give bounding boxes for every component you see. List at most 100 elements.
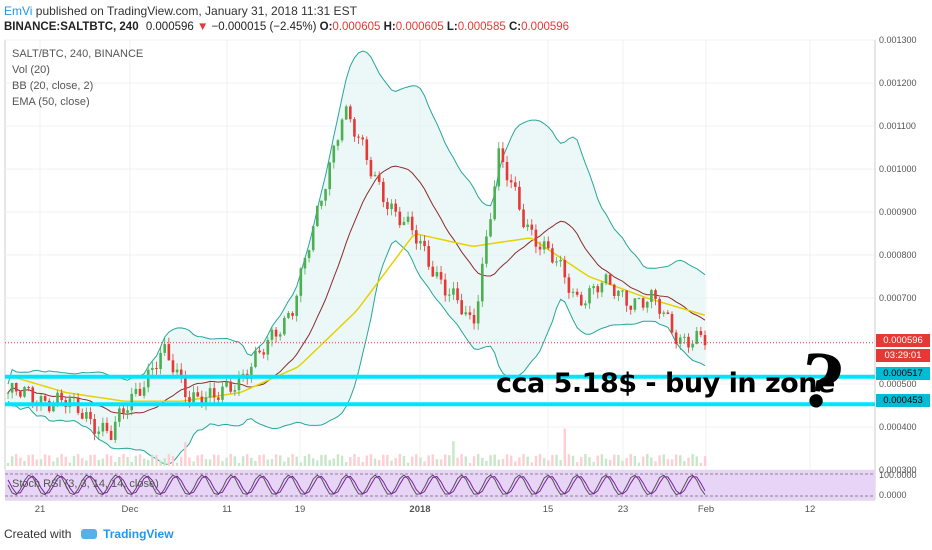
volume-bar	[390, 460, 393, 466]
candle-body	[645, 301, 649, 308]
volume-bar	[526, 456, 529, 466]
candle-body	[485, 236, 488, 264]
volume-bar	[155, 454, 158, 466]
candle-body	[163, 344, 167, 353]
candle-body	[625, 290, 628, 306]
candle-body	[278, 334, 282, 337]
candle-body	[340, 119, 344, 141]
volume-bar	[633, 456, 637, 466]
volume-bar	[402, 456, 406, 466]
volume-bar	[423, 461, 426, 466]
candle-body	[167, 344, 171, 361]
candle-body	[85, 411, 88, 419]
volume-bar	[571, 455, 575, 466]
candle-body	[691, 343, 694, 348]
volume-bar	[134, 455, 138, 466]
candle-body	[196, 392, 200, 397]
candle-body	[204, 397, 208, 406]
volume-bar	[608, 459, 612, 466]
candle-body	[109, 430, 113, 440]
candle-body	[212, 388, 216, 398]
candle-body	[394, 203, 397, 212]
volume-bar	[522, 454, 525, 466]
candle-body	[43, 396, 47, 401]
candle-body	[563, 259, 567, 278]
candle-body	[683, 336, 686, 338]
y-tick-label: 0.001100	[879, 121, 916, 131]
candle-body	[93, 418, 96, 434]
footer-brand[interactable]: TradingView	[103, 527, 174, 541]
candle-body	[151, 368, 154, 370]
candle-body	[608, 274, 612, 285]
candle-body	[427, 246, 430, 267]
volume-bar	[481, 457, 484, 466]
candle-body	[600, 282, 604, 293]
candle-body	[159, 352, 162, 369]
candle-body	[398, 211, 402, 226]
candle-body	[142, 387, 146, 396]
volume-bar	[291, 454, 294, 466]
candle-body	[344, 106, 348, 120]
volume-bar	[679, 455, 682, 466]
volume-bar	[246, 454, 249, 466]
volume-bar	[241, 456, 245, 466]
candle-body	[621, 290, 624, 292]
y-tick-label: 0.000500	[879, 379, 917, 389]
volume-bar	[497, 459, 500, 466]
candle-body	[320, 200, 323, 206]
candle-body	[674, 332, 678, 344]
volume-bar	[489, 455, 492, 466]
candle-body	[270, 329, 274, 340]
volume-bar	[472, 456, 476, 466]
low-value: 0.000585	[457, 21, 506, 33]
candle-body	[89, 411, 92, 419]
candle-body	[365, 139, 369, 161]
candle-body	[208, 388, 212, 398]
volume-bar	[410, 456, 414, 466]
low-label: L:	[446, 21, 458, 33]
candle-body	[629, 305, 633, 310]
down-arrow-icon: ▼	[196, 21, 209, 33]
candle-body	[295, 295, 298, 316]
candle-body	[489, 219, 492, 237]
candle-body	[233, 390, 237, 392]
candle-body	[456, 288, 459, 301]
candle-body	[373, 174, 377, 177]
volume-bar	[303, 455, 307, 466]
candle-body	[390, 203, 393, 210]
candle-body	[472, 314, 476, 324]
candle-body	[468, 312, 472, 315]
volume-bar	[307, 454, 311, 466]
candle-body	[266, 339, 270, 355]
candle-body	[678, 337, 682, 344]
candle-body	[402, 221, 406, 226]
candle-body	[505, 162, 509, 181]
volume-bar	[279, 455, 282, 466]
candle-body	[666, 312, 670, 315]
legend-vol: Vol (20)	[12, 64, 50, 76]
candle-body	[538, 246, 542, 250]
author-link[interactable]: EmVi	[4, 4, 33, 18]
candle-body	[546, 241, 550, 249]
candle-body	[332, 145, 336, 163]
volume-bar	[6, 463, 10, 466]
volume-bar	[637, 462, 641, 466]
candle-body	[452, 288, 455, 295]
candle-body	[262, 352, 266, 355]
candle-body	[357, 136, 360, 138]
volume-bar	[580, 456, 583, 466]
volume-bar	[361, 461, 364, 466]
candle-body	[221, 386, 224, 400]
candle-body	[299, 268, 303, 296]
candle-body	[287, 312, 290, 318]
volume-bar	[353, 454, 356, 466]
volume-bar	[530, 462, 533, 466]
volume-bar	[547, 460, 550, 466]
candle-body	[14, 383, 18, 392]
volume-bar	[105, 454, 109, 466]
candle-body	[551, 248, 554, 263]
candle-body	[439, 272, 443, 280]
candle-body	[460, 300, 463, 315]
candle-body	[526, 224, 529, 228]
